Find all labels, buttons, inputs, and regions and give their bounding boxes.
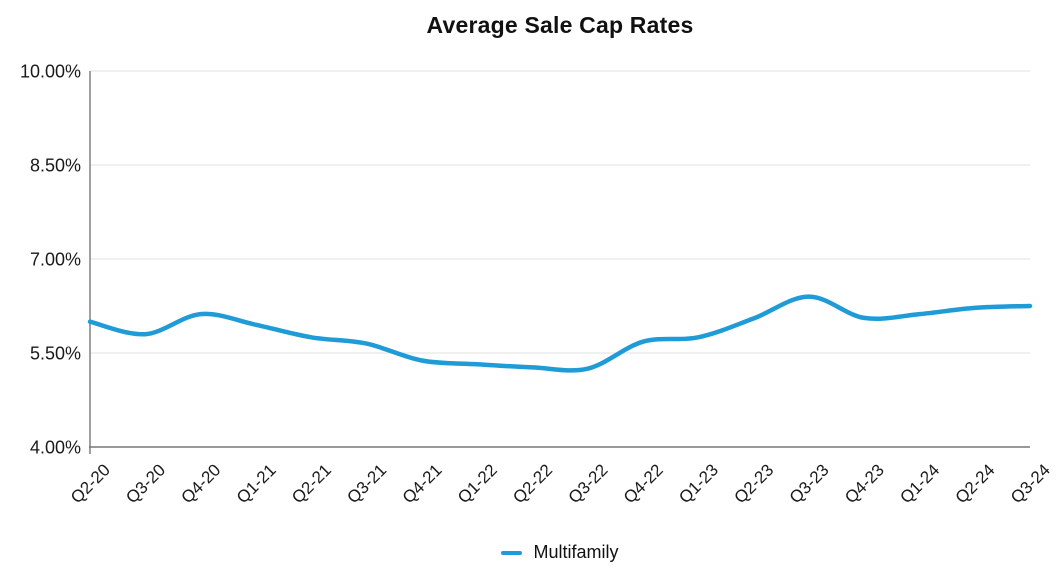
legend-label: Multifamily <box>533 542 619 562</box>
x-axis-tick-label: Q2-21 <box>288 460 335 507</box>
x-axis-tick-label: Q3-21 <box>343 460 390 507</box>
y-axis-tick-label: 10.00% <box>20 62 81 82</box>
x-axis-tick-label: Q1-21 <box>233 460 280 507</box>
y-axis-tick-label: 4.00% <box>30 438 81 458</box>
x-axis-tick-label: Q4-21 <box>399 460 446 507</box>
y-axis-tick-label: 5.50% <box>30 344 81 364</box>
x-axis-tick-label: Q3-20 <box>122 460 169 507</box>
x-axis-tick-label: Q2-24 <box>952 460 999 507</box>
y-axis-tick-label: 8.50% <box>30 156 81 176</box>
chart-title: Average Sale Cap Rates <box>426 12 694 38</box>
x-axis-tick-label: Q4-20 <box>178 460 225 507</box>
x-axis-tick-label: Q4-22 <box>620 460 667 507</box>
x-axis-tick-label: Q3-23 <box>786 460 833 507</box>
y-axis-tick-label: 7.00% <box>30 250 81 270</box>
series-line-multifamily <box>87 294 1033 373</box>
legend: Multifamily <box>90 542 1030 563</box>
x-axis-tick-label: Q4-23 <box>841 460 888 507</box>
legend-line-marker <box>501 550 523 555</box>
x-axis-tick-label: Q2-23 <box>731 460 778 507</box>
x-axis-tick-label: Q2-20 <box>67 460 114 507</box>
x-axis-tick-label: Q3-22 <box>565 460 612 507</box>
x-axis-tick-label: Q2-22 <box>509 460 556 507</box>
x-axis-tick-label: Q3-24 <box>1007 460 1054 507</box>
x-axis-tick-label: Q1-24 <box>896 460 943 507</box>
x-axis-tick-label: Q1-23 <box>675 460 722 507</box>
x-axis-tick-label: Q1-22 <box>454 460 501 507</box>
